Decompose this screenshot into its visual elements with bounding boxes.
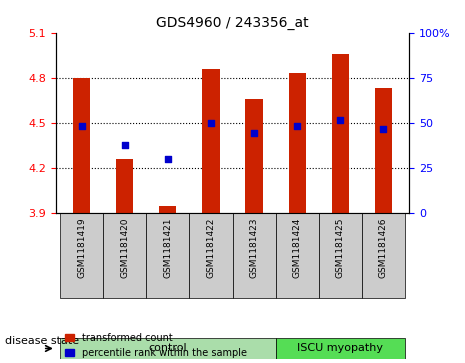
FancyBboxPatch shape — [362, 213, 405, 298]
Bar — [332, 54, 349, 213]
Text: control: control — [148, 343, 187, 354]
Point — [121, 143, 128, 148]
Point — [164, 156, 172, 162]
Text: GSM1181422: GSM1181422 — [206, 217, 215, 278]
FancyBboxPatch shape — [232, 213, 276, 298]
Text: disease state: disease state — [5, 336, 79, 346]
Point — [337, 117, 344, 123]
Text: GSM1181419: GSM1181419 — [77, 217, 86, 278]
Title: GDS4960 / 243356_at: GDS4960 / 243356_at — [156, 16, 309, 30]
Bar — [246, 99, 263, 213]
FancyBboxPatch shape — [189, 213, 232, 298]
FancyBboxPatch shape — [276, 338, 405, 359]
Point — [293, 123, 301, 129]
Bar — [288, 73, 306, 213]
Text: GSM1181421: GSM1181421 — [163, 217, 173, 278]
FancyBboxPatch shape — [146, 213, 189, 298]
Bar — [375, 88, 392, 213]
Point — [379, 126, 387, 132]
FancyBboxPatch shape — [103, 213, 146, 298]
Bar — [159, 205, 177, 213]
FancyBboxPatch shape — [60, 338, 276, 359]
Bar — [73, 78, 90, 213]
FancyBboxPatch shape — [60, 213, 103, 298]
Bar — [202, 69, 219, 213]
Text: ISCU myopathy: ISCU myopathy — [297, 343, 383, 354]
Legend: transformed count, percentile rank within the sample: transformed count, percentile rank withi… — [60, 329, 251, 362]
Bar — [116, 159, 133, 213]
Text: GSM1181426: GSM1181426 — [379, 217, 388, 278]
Text: GSM1181424: GSM1181424 — [292, 217, 302, 278]
Point — [250, 131, 258, 136]
Point — [207, 120, 215, 126]
Text: GSM1181425: GSM1181425 — [336, 217, 345, 278]
Text: GSM1181423: GSM1181423 — [250, 217, 259, 278]
Point — [78, 123, 86, 129]
FancyBboxPatch shape — [319, 213, 362, 298]
FancyBboxPatch shape — [276, 213, 319, 298]
Text: GSM1181420: GSM1181420 — [120, 217, 129, 278]
